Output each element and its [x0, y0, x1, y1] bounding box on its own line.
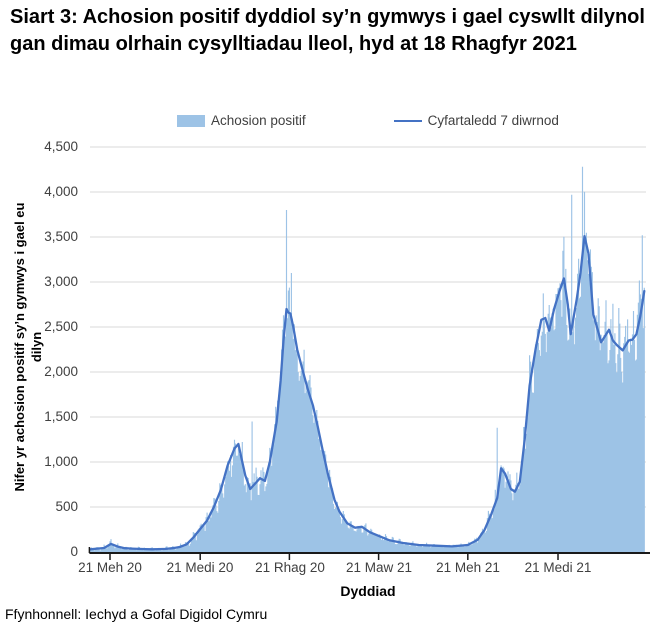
source-note: Ffynhonnell: Iechyd a Gofal Digidol Cymr… [5, 606, 268, 622]
y-tick-3000: 3,000 [44, 274, 78, 289]
x-tick-jun-20: 21 Meh 20 [78, 560, 142, 575]
y-tick-500: 500 [55, 499, 78, 514]
legend-label-7day-average: Cyfartaledd 7 diwrnod [427, 113, 559, 128]
area-swatch-icon [177, 114, 206, 127]
x-tick-dec-20: 21 Rhag 20 [255, 560, 325, 575]
y-tick-1000: 1,000 [44, 454, 78, 469]
x-tick-jun-21: 21 Meh 21 [436, 560, 500, 575]
y-tick-1500: 1,500 [44, 409, 78, 424]
x-axis-title: Dyddiad [340, 583, 396, 599]
chart-title: Siart 3: Achosion positif dyddiol sy’n g… [10, 6, 645, 55]
y-tick-4500: 4,500 [44, 139, 78, 154]
y-tick-3500: 3,500 [44, 229, 78, 244]
legend-item-daily-cases: Achosion positif [177, 113, 306, 128]
x-tick-sep-21: 21 Medi 21 [524, 560, 592, 575]
y-tick-2000: 2,000 [44, 364, 78, 379]
legend: Achosion positif Cyfartaledd 7 diwrnod [90, 113, 646, 128]
y-tick-0: 0 [70, 544, 78, 559]
x-tick-mar-21: 21 Maw 21 [345, 560, 413, 575]
y-tick-2500: 2,500 [44, 319, 78, 334]
legend-label-daily-cases: Achosion positif [211, 113, 306, 128]
legend-item-7day-average: Cyfartaledd 7 diwrnod [393, 113, 559, 128]
line-swatch-icon [393, 119, 422, 122]
y-axis-tick-labels: 4,500 4,000 3,500 3,000 2,500 2,000 1,50… [0, 139, 84, 560]
y-tick-4000: 4,000 [44, 184, 78, 199]
x-tick-sep-20: 21 Medi 20 [166, 560, 234, 575]
